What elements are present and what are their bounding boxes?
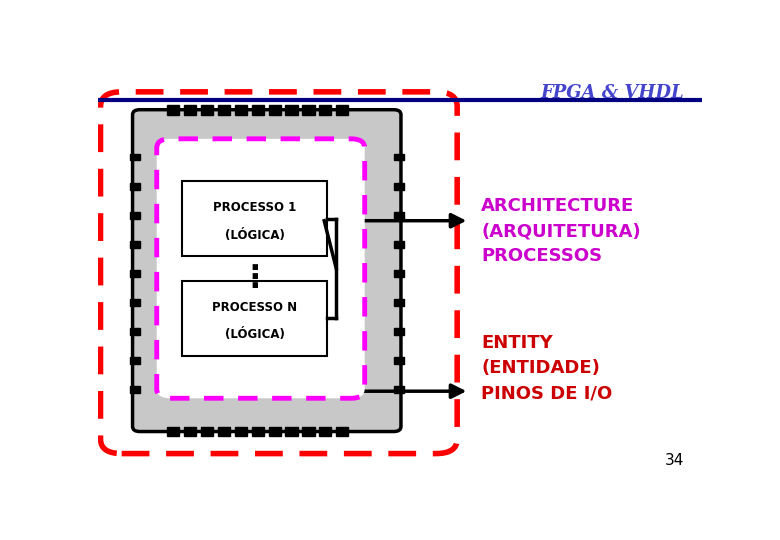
Bar <box>129 212 140 219</box>
Bar <box>129 270 140 277</box>
Bar <box>394 241 404 248</box>
Text: ENTITY
(ENTIDADE)
PINOS DE I/O: ENTITY (ENTIDADE) PINOS DE I/O <box>481 334 612 402</box>
Bar <box>182 181 328 256</box>
Bar <box>394 357 404 364</box>
FancyBboxPatch shape <box>133 110 401 431</box>
Bar <box>218 105 230 114</box>
Bar <box>336 105 349 114</box>
Bar <box>319 105 332 114</box>
Bar <box>268 105 281 114</box>
Bar <box>394 212 404 219</box>
FancyBboxPatch shape <box>157 139 365 399</box>
Bar <box>184 105 196 114</box>
Bar <box>394 270 404 277</box>
Bar <box>201 427 213 436</box>
Bar <box>394 387 404 393</box>
Bar <box>394 183 404 190</box>
Text: ARCHITECTURE
(ARQUITETURA)
PROCESSOS: ARCHITECTURE (ARQUITETURA) PROCESSOS <box>481 197 641 265</box>
Bar <box>235 427 246 436</box>
Bar <box>184 427 196 436</box>
Bar <box>336 427 349 436</box>
Bar <box>268 427 281 436</box>
Bar <box>129 299 140 306</box>
Bar <box>394 299 404 306</box>
Bar <box>201 105 213 114</box>
Bar <box>303 105 314 114</box>
Bar <box>167 427 179 436</box>
Bar <box>235 105 246 114</box>
Bar <box>319 427 332 436</box>
Text: (LÓGICA): (LÓGICA) <box>225 228 285 241</box>
Text: (LÓGICA): (LÓGICA) <box>225 328 285 341</box>
Text: 34: 34 <box>665 453 684 468</box>
Bar <box>129 153 140 160</box>
Bar <box>129 357 140 364</box>
Text: FPGA & VHDL: FPGA & VHDL <box>541 84 684 102</box>
Bar <box>285 105 298 114</box>
Bar <box>285 427 298 436</box>
Bar <box>129 328 140 335</box>
Bar <box>167 105 179 114</box>
Bar <box>252 105 264 114</box>
Text: PROCESSO N: PROCESSO N <box>212 301 297 314</box>
Bar <box>182 281 328 356</box>
Bar <box>218 427 230 436</box>
Bar <box>129 387 140 393</box>
Bar <box>394 328 404 335</box>
Bar <box>394 153 404 160</box>
Bar <box>303 427 314 436</box>
Bar <box>129 241 140 248</box>
Bar <box>252 427 264 436</box>
Text: ⋮: ⋮ <box>239 265 270 293</box>
Text: PROCESSO 1: PROCESSO 1 <box>213 201 296 214</box>
Bar <box>129 183 140 190</box>
